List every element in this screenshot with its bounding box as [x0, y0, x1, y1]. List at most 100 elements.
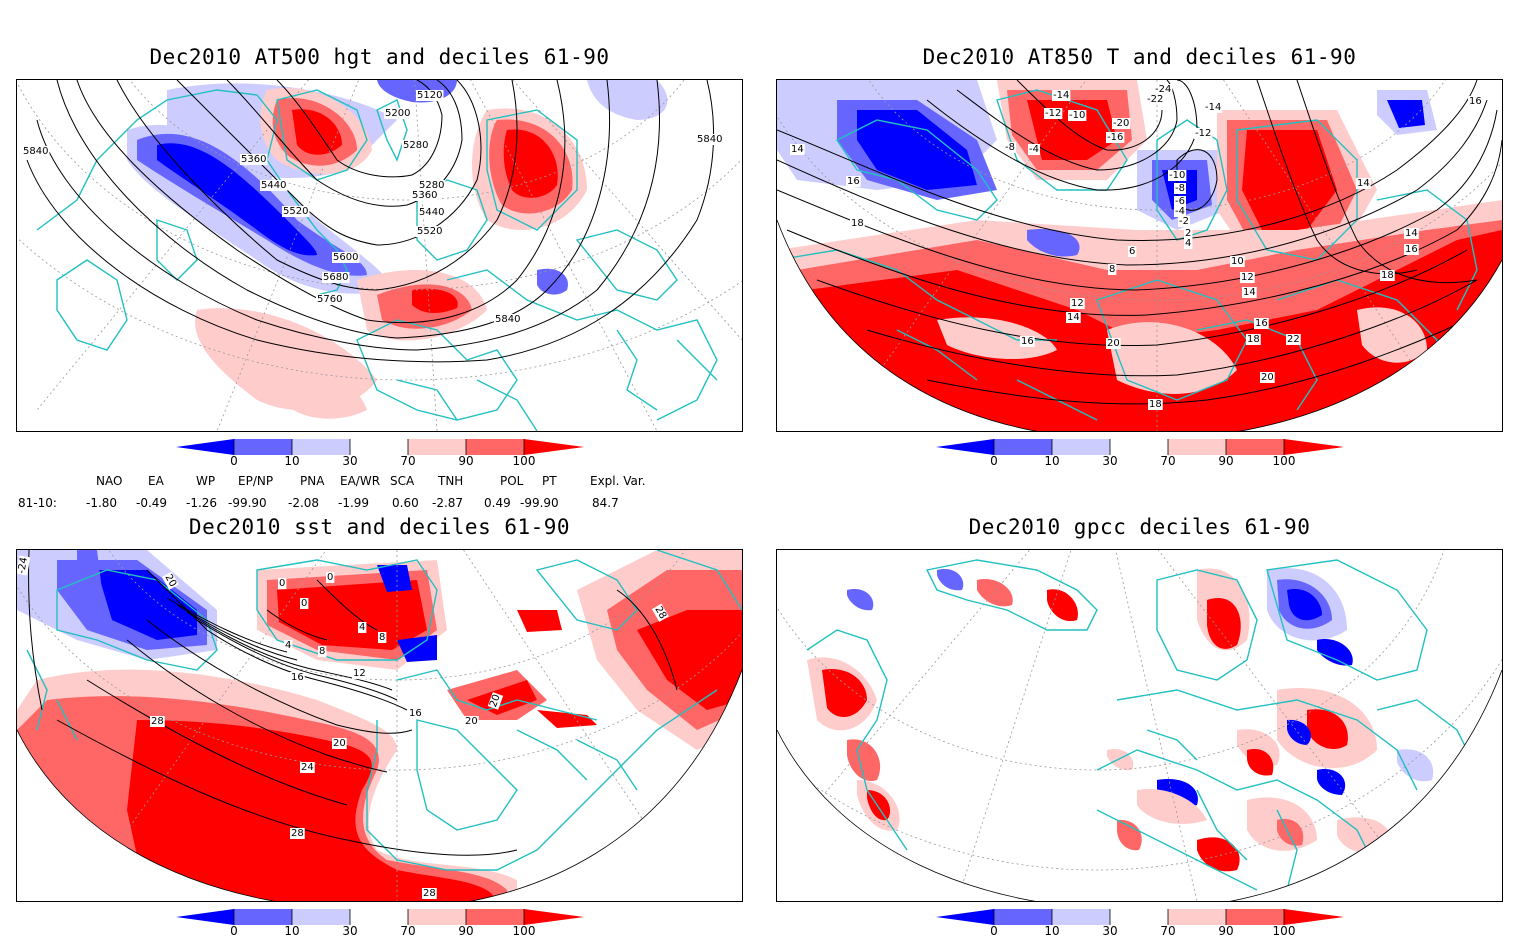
colorbar-4-tick-4: 90: [1218, 924, 1234, 938]
contour-label: 5360: [412, 190, 437, 201]
contour-label: 16: [1255, 318, 1268, 329]
index-header-pol: POL: [500, 474, 524, 488]
colorbar-1-tick-4: 90: [458, 454, 474, 468]
colorbar-4-tick-0: 0: [990, 924, 998, 938]
contour-label: -4: [1029, 144, 1039, 155]
map-850t-svg: -24 -22 -14 -12 -10 -20 -16 -8 -4 -14 -1…: [777, 80, 1502, 431]
colorbar-1-tick-5: 100: [512, 454, 536, 468]
contour-label: 5360: [241, 154, 266, 165]
contour-label: 8: [1109, 264, 1115, 275]
index-header-sca: SCA: [390, 474, 415, 488]
map-panel-850t: -24 -22 -14 -12 -10 -20 -16 -8 -4 -14 -1…: [776, 79, 1503, 432]
contour-label: -8: [1175, 183, 1185, 194]
map-panel-gpcc: [776, 549, 1503, 902]
contour-label: 20: [333, 738, 346, 749]
contour-label: 28: [423, 888, 436, 899]
colorbar-1-tick-1: 10: [284, 454, 300, 468]
map-panel-500hgt: 5120 5200 5280 5280 5360 5440 5520 5600 …: [16, 79, 743, 432]
colorbar-2-tick-2: 30: [1102, 454, 1118, 468]
contour-label: 4: [359, 622, 365, 633]
colorbar-3-svg: [176, 909, 584, 925]
contour-label: 18: [1149, 399, 1162, 410]
contour-label: 4: [285, 640, 291, 651]
colorbar-3-tick-5: 100: [512, 924, 536, 938]
contour-label: 5520: [283, 206, 308, 217]
colorbar-1: 0 10 30 70 90 100: [176, 439, 586, 473]
index-header-eawr: EA/WR: [340, 474, 381, 488]
contour-label: -10: [1069, 110, 1085, 121]
colorbar-2-tick-1: 10: [1044, 454, 1060, 468]
colorbar-1-tick-3: 70: [400, 454, 416, 468]
contour-labels: -24 -22 -14 -12 -10 -20 -16 -8 -4 -14 -1…: [790, 84, 1483, 410]
index-value-pol: 0.49: [484, 496, 511, 510]
colorbar-4-tick-5: 100: [1272, 924, 1296, 938]
contour-label: 0: [301, 598, 307, 609]
contour-label: -24: [1155, 84, 1171, 95]
contour-label: 8: [319, 646, 325, 657]
index-value-ea: -0.49: [136, 496, 168, 510]
height-contours: [26, 80, 715, 363]
anomaly-shading: [127, 80, 668, 419]
contour-label: 14: [1067, 312, 1080, 323]
contour-label: 0: [327, 572, 333, 583]
contour-label: 20: [1107, 338, 1120, 349]
contour-label: 5600: [333, 252, 358, 263]
colorbar-3: 0 10 30 70 90 100: [176, 909, 586, 943]
coastlines: [26, 550, 742, 871]
anomaly-shading: [17, 550, 742, 901]
contour-label: 16: [847, 176, 860, 187]
panel-title-4: Dec2010 gpcc deciles 61-90: [968, 515, 1311, 539]
contour-label: 5200: [385, 108, 410, 119]
contour-label: 18: [1247, 334, 1260, 345]
panel-title-2: Dec2010 AT850 T and deciles 61-90: [922, 45, 1357, 69]
index-header-ea: EA: [148, 474, 164, 488]
index-header-epnp: EP/NP: [238, 474, 274, 488]
contour-label: -4: [1175, 206, 1185, 217]
contour-label: 14: [791, 144, 804, 155]
index-value-sca: 0.60: [392, 496, 419, 510]
colorbar-3-tick-2: 30: [342, 924, 358, 938]
colorbar-3-tick-4: 90: [458, 924, 474, 938]
contour-labels: 5120 5200 5280 5280 5360 5440 5520 5600 …: [22, 90, 724, 325]
indices-row-label: 81-10:: [18, 496, 57, 510]
contour-label: 5120: [417, 90, 442, 101]
index-header-pt: PT: [542, 474, 557, 488]
map-500hgt-svg: 5120 5200 5280 5280 5360 5440 5520 5600 …: [17, 80, 742, 431]
contour-label: 5440: [419, 207, 444, 218]
contour-label: 6: [1129, 246, 1135, 257]
contour-label: 14: [1243, 287, 1256, 298]
contour-label: 24: [301, 762, 314, 773]
colorbar-1-tick-0: 0: [230, 454, 238, 468]
map-gpcc-svg: [777, 550, 1502, 901]
colorbar-4-tick-3: 70: [1160, 924, 1176, 938]
contour-label: 5680: [323, 272, 348, 283]
colorbar-2: 0 10 30 70 90 100: [936, 439, 1346, 473]
contour-label: 18: [1381, 270, 1394, 281]
contour-label: -12: [1045, 108, 1061, 119]
sst-contours: [28, 550, 678, 856]
colorbar-1-svg: [176, 439, 584, 455]
contour-label: -2: [1179, 216, 1189, 227]
index-value-explvar: 84.7: [592, 496, 619, 510]
index-header-pna: PNA: [300, 474, 325, 488]
contour-label: 16: [1405, 244, 1418, 255]
contour-label: -14: [1205, 102, 1221, 113]
colorbar-2-tick-5: 100: [1272, 454, 1296, 468]
colorbar-2-tick-4: 90: [1218, 454, 1234, 468]
contour-label: -20: [1113, 118, 1129, 129]
contour-label: -16: [1107, 132, 1123, 143]
colorbar-1-tick-2: 30: [342, 454, 358, 468]
contour-label: 10: [1231, 256, 1244, 267]
index-header-nao: NAO: [96, 474, 123, 488]
temperature-contours: [777, 80, 1502, 405]
colorbar-4: 0 10 30 70 90 100: [936, 909, 1346, 943]
contour-label: -10: [1169, 170, 1185, 181]
contour-label: 20: [465, 716, 478, 727]
index-value-nao: -1.80: [86, 496, 118, 510]
contour-label: 0: [279, 578, 285, 589]
panel-title-3: Dec2010 sst and deciles 61-90: [188, 515, 571, 539]
contour-label: 2: [1185, 228, 1191, 239]
index-header-wp: WP: [196, 474, 216, 488]
index-value-wp: -1.26: [186, 496, 218, 510]
index-header-tnh: TNH: [438, 474, 464, 488]
